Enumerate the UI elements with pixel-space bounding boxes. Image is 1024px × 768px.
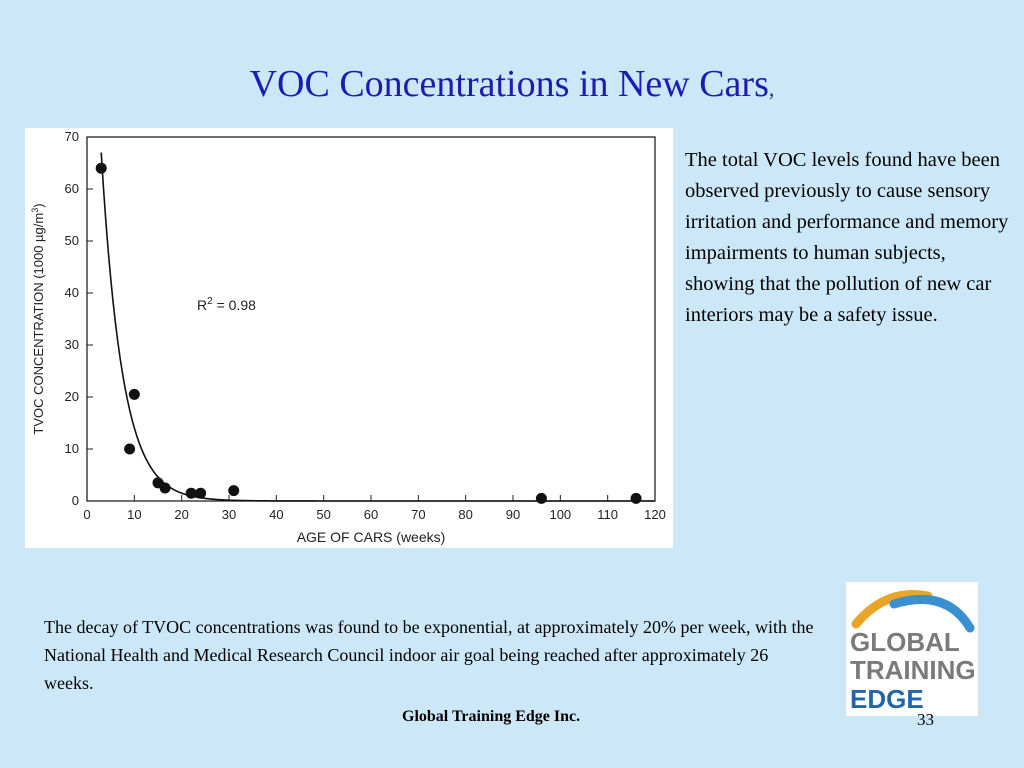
data-point [195,487,207,499]
data-point [159,482,171,494]
logo-text-edge: EDGE [850,684,924,714]
data-points [95,162,642,504]
plot-frame [86,136,656,502]
data-point [185,487,197,499]
axis-ticks: 0 10 20 30 40 50 60 70 80 90 100 110 120 0 10 20 30 40 50 6… [65,129,666,522]
logo-arcs-icon [851,590,975,633]
x-tick-label: 60 [364,507,378,522]
logo-text-global: GLOBAL [850,627,960,657]
y-tick-label: 60 [65,181,79,196]
x-tick-label: 80 [458,507,472,522]
page-number: 33 [917,710,934,729]
y-axis-label: TVOC CONCENTRATION (1000 µg/m3) [30,203,46,434]
y-tick-label: 70 [65,129,79,144]
logo-arc-blue [889,594,975,633]
footer-company: Global Training Edge Inc. [402,708,581,725]
logo-text-training: TRAINING [850,655,976,685]
data-point [124,443,136,455]
x-tick-label: 50 [316,507,330,522]
y-tick-label: 40 [65,285,79,300]
x-tick-label: 110 [597,507,618,522]
x-tick-label: 40 [269,507,283,522]
r-squared-end: = 0.98 [213,297,256,313]
r-squared-sup: 2 [207,296,213,307]
x-axis-label: AGE OF CARS (weeks) [297,529,446,545]
bottom-description: The decay of TVOC concentrations was fou… [44,617,814,693]
y-tick-label: 20 [65,389,79,404]
x-tick-label: 20 [174,507,188,522]
data-point [630,492,642,504]
right-description: The total VOC levels found have been obs… [685,149,1009,326]
x-tick-label: 0 [83,507,90,522]
global-training-edge-logo: GLOBAL TRAINING EDGE [846,582,978,716]
y-tick-label: 0 [72,493,79,508]
slide-title: VOC Concentrations in New Cars, [0,62,1024,106]
chart-panel: 0 10 20 30 40 50 60 70 80 90 100 110 120 0 10 20 30 40 50 6… [25,128,673,548]
x-tick-label: 100 [549,507,571,522]
r-squared-annotation: R2 = 0.98 [197,296,256,313]
x-tick-label: 90 [506,507,520,522]
data-point [128,388,140,400]
y-axis-label-end: ) [31,203,46,207]
data-point [535,492,547,504]
slide-title-text: VOC Concentrations in New Cars [249,63,769,105]
exponential-fit-curve [100,152,655,502]
data-point [228,485,240,497]
y-axis-label-sup: 3 [30,208,40,213]
y-tick-label: 50 [65,233,79,248]
tvoc-scatter-chart: 0 10 20 30 40 50 60 70 80 90 100 110 120 0 10 20 30 40 50 6… [30,129,666,545]
y-axis-label-main: TVOC CONCENTRATION (1000 µg/m [31,213,46,435]
x-tick-label: 120 [644,507,666,522]
x-tick-label: 30 [222,507,236,522]
x-tick-label: 10 [127,507,141,522]
data-point [95,162,107,174]
r-squared-main: R [197,297,207,313]
y-tick-label: 30 [65,337,79,352]
logo-arc-orange [851,590,933,629]
y-tick-label: 10 [65,441,79,456]
slide-title-suffix: , [768,76,775,101]
x-tick-label: 70 [411,507,425,522]
